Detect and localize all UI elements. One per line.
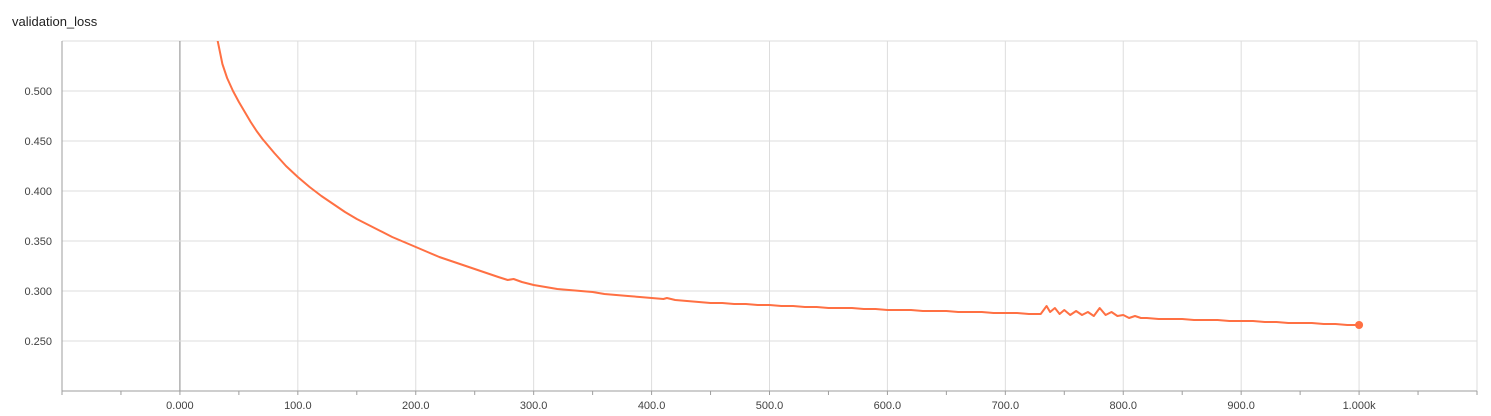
x-tick-label: 100.0 (284, 400, 312, 412)
x-tick-label: 400.0 (638, 400, 666, 412)
x-tick-label: 800.0 (1109, 400, 1137, 412)
grid (62, 40, 1478, 391)
chart-title: validation_loss (12, 14, 98, 29)
x-tick-label: 300.0 (520, 400, 548, 412)
x-tick-label: 200.0 (402, 400, 430, 412)
x-tick-label: 600.0 (874, 400, 902, 412)
x-tick-label: 0.000 (166, 400, 194, 412)
series-line (216, 41, 1361, 326)
series-end-point (1355, 321, 1364, 329)
y-tick-label: 0.300 (24, 286, 52, 298)
x-tick-label: 700.0 (992, 400, 1020, 412)
series-layer (216, 41, 1364, 329)
axes (61, 41, 1478, 395)
x-tick-label: 500.0 (756, 400, 784, 412)
y-tick-label: 0.500 (24, 86, 52, 98)
y-tick-label: 0.450 (24, 136, 52, 148)
y-tick-label: 0.400 (24, 186, 52, 198)
x-tick-label: 900.0 (1227, 400, 1255, 412)
y-tick-label: 0.350 (24, 236, 52, 248)
y-tick-label: 0.250 (24, 336, 52, 348)
x-tick-label: 1.000k (1343, 400, 1377, 412)
tick-labels: 0.000 100.0 200.0 300.0 400.0 500.0 600.0 700.0… (24, 86, 1376, 412)
